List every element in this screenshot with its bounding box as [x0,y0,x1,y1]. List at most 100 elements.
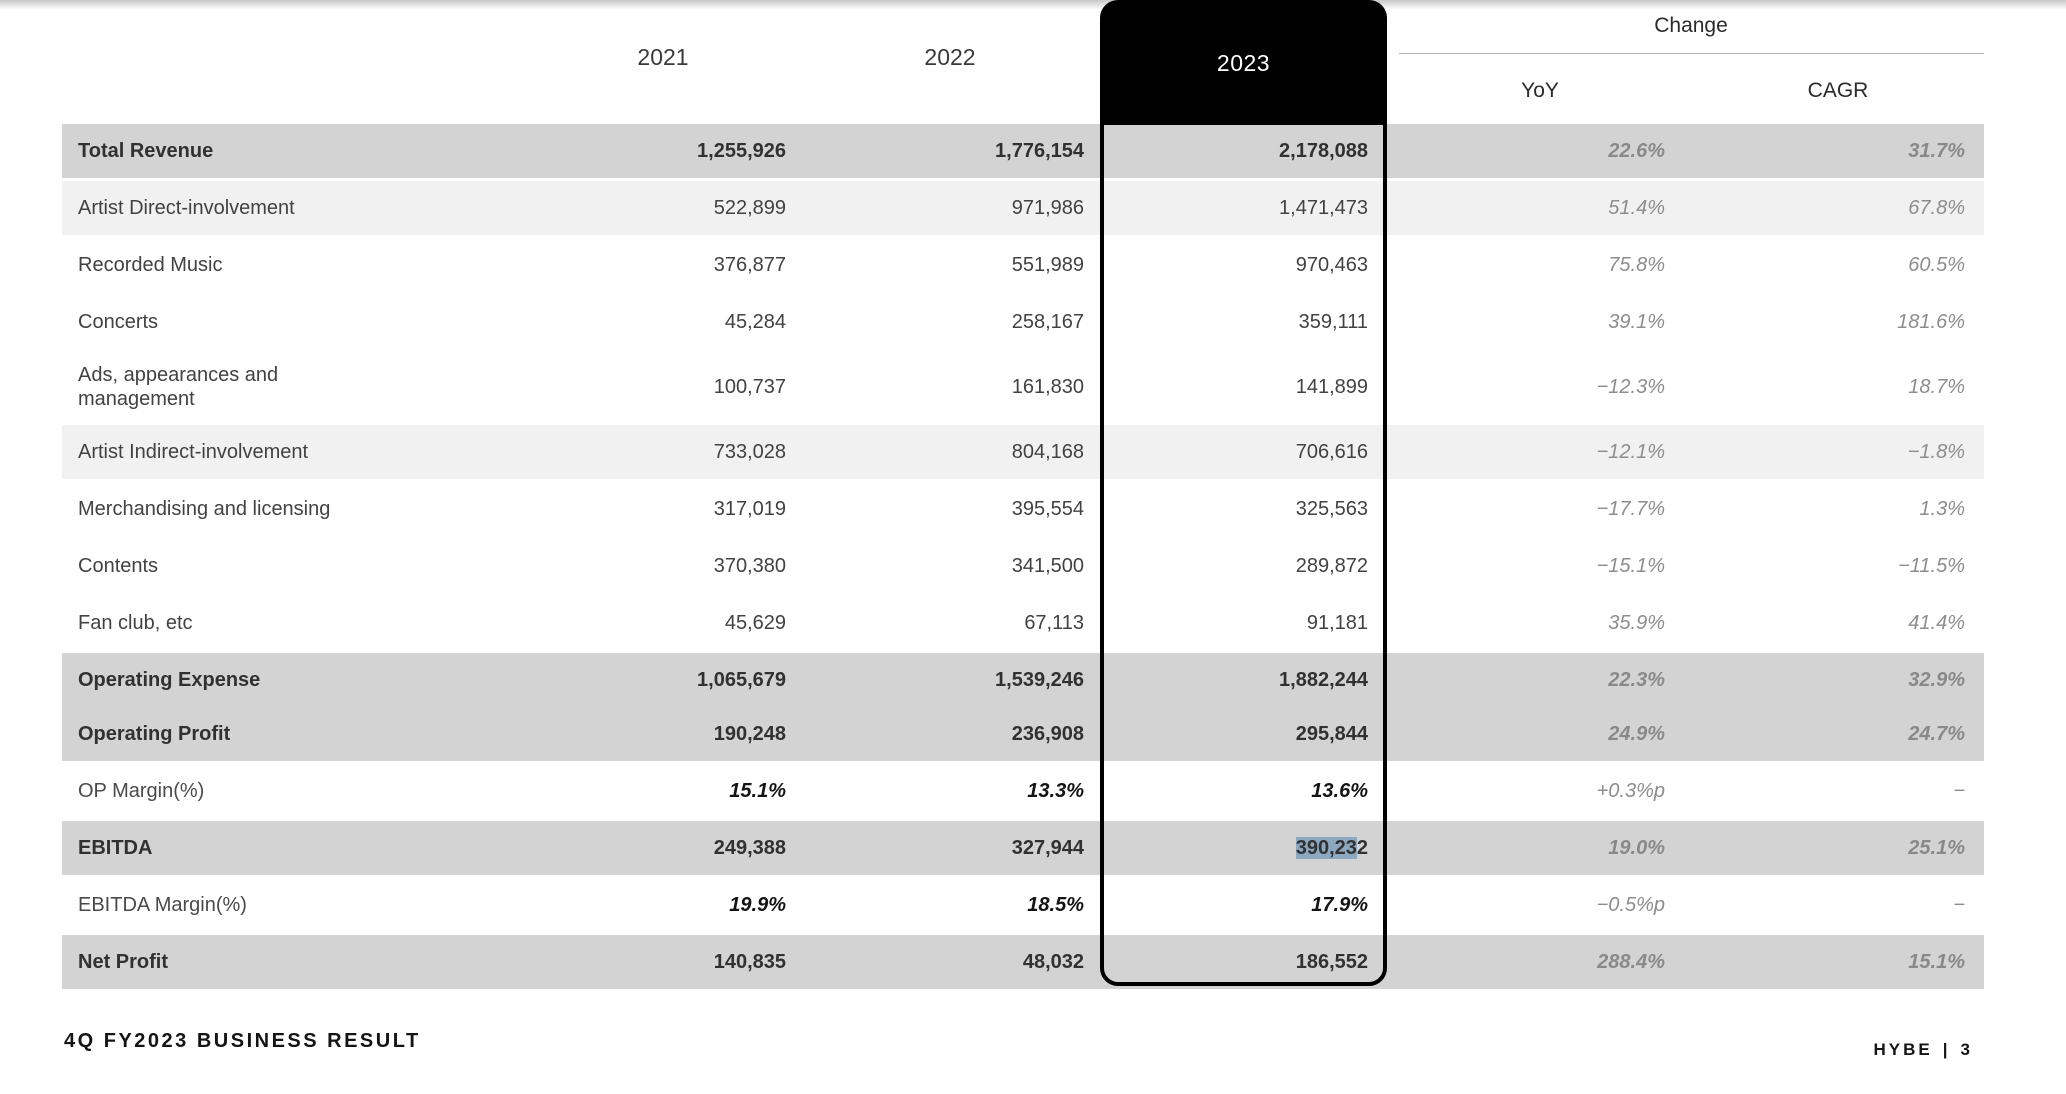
cell-cagr-change: −1.8% [1907,441,1965,463]
cell-cagr-change: 181.6% [1897,311,1965,333]
table-row: Total Revenue 1,255,926 1,776,154 2,178,088… [62,124,1984,178]
cell-2022-value: 971,986 [1011,197,1084,219]
cell-2022-value: 48,032 [1022,951,1084,973]
cell-yoy-change: −12.3% [1596,376,1665,398]
cell-2021-value: 376,877 [713,254,786,276]
table-row: Merchandising and licensing 317,019 395,55… [62,482,1984,536]
table-row: Net Profit 140,835 48,032 186,552 288.4% 15.1… [62,935,1984,989]
table-row: Operating Expense 1,065,679 1,539,246 1,882… [62,653,1984,707]
cell-yoy-change: 288.4% [1597,951,1665,973]
cell-yoy-change: +0.3%p [1596,780,1665,802]
cell-2023-value: 390,232 [1086,836,1390,860]
cell-2021-value: 370,380 [713,555,786,577]
cell-yoy-change: 39.1% [1608,311,1665,333]
cell-2021-value: 1,255,926 [697,140,786,162]
cell-row-label: Recorded Music [78,254,223,276]
cell-2022-value: 258,167 [1011,311,1084,333]
cell-cagr-change: − [1953,894,1965,916]
column-header-yoy: YoY [1521,79,1559,102]
cell-cagr-change: 32.9% [1908,669,1965,691]
table-row: Artist Indirect-involvement 733,028 804,16… [62,425,1984,479]
cell-2023-value: 17.9% [1311,894,1368,916]
cell-2022-value: 236,908 [1011,723,1084,745]
table-row: Fan club, etc 45,629 67,113 91,181 35.9% 41.4… [62,596,1984,650]
cell-2021-value: 249,388 [713,837,786,859]
cell-yoy-change: 24.9% [1608,723,1665,745]
cell-2022-value: 67,113 [1024,612,1084,634]
cell-cagr-change: − [1953,780,1965,802]
cell-yoy-change: −15.1% [1596,555,1665,577]
cell-2022-value: 327,944 [1011,837,1084,859]
table-row: Recorded Music 376,877 551,989 970,463 75.8%… [62,238,1984,292]
footer-separator: | [1942,1040,1951,1059]
cell-row-label: OP Margin(%) [78,780,205,802]
cell-2021-value: 15.1% [729,780,786,802]
cell-2022-value: 18.5% [1027,894,1084,916]
cell-2023-value: 706,616 [1295,441,1368,463]
table-row: Contents 370,380 341,500 289,872 −15.1% −11.5… [62,539,1984,593]
table-row: EBITDA Margin(%) 19.9% 18.5% 17.9% −0.5%p − [62,878,1984,932]
cell-2022-value: 1,776,154 [995,140,1084,162]
change-group-underline [1399,53,1984,54]
column-header-2021: 2021 [637,44,689,70]
cell-2021-value: 45,629 [724,612,786,634]
cell-2022-value: 1,539,246 [995,669,1084,691]
brand-logo-text: HYBE [1873,1040,1933,1059]
cell-yoy-change: −12.1% [1596,441,1665,463]
cell-2021-value: 45,284 [724,311,786,333]
cell-2023-value: 970,463 [1295,254,1368,276]
cell-2023-value: 325,563 [1295,498,1368,520]
column-header-2022: 2022 [924,44,976,70]
cell-row-label: Operating Profit [78,723,231,745]
cell-cagr-change: −11.5% [1898,555,1965,577]
cell-2021-value: 317,019 [713,498,786,520]
cell-2022-value: 13.3% [1027,780,1084,802]
value-text: 2 [1356,837,1368,859]
cell-2021-value: 19.9% [729,894,786,916]
top-edge-shadow [0,0,2066,10]
cell-row-label: Fan club, etc [78,612,193,634]
cell-2022-value: 804,168 [1011,441,1084,463]
column-group-header-change: Change [1654,14,1728,37]
table-row: Ads, appearances and management 100,737 16… [62,352,1984,422]
cell-cagr-change: 25.1% [1908,837,1965,859]
cell-row-label: Concerts [78,311,159,333]
cell-row-label: EBITDA Margin(%) [78,894,247,916]
column-header-2023-box: 2023 [1102,2,1385,125]
cell-cagr-change: 41.4% [1908,612,1965,634]
cell-yoy-change: 51.4% [1608,197,1665,219]
cell-cagr-change: 24.7% [1908,723,1965,745]
cell-2023-value: 1,471,473 [1279,197,1368,219]
cell-2021-value: 1,065,679 [697,669,786,691]
slide-footer-brand-page: HYBE | 3 [1874,1040,1973,1060]
cell-yoy-change: 19.0% [1608,837,1665,859]
cell-cagr-change: 67.8% [1908,197,1965,219]
cell-2021-value: 522,899 [713,197,786,219]
cell-2021-value: 100,737 [713,376,786,398]
column-header-cagr: CAGR [1807,79,1869,102]
cell-row-label: Net Profit [78,951,168,973]
cell-2023-value: 1,882,244 [1279,669,1368,691]
cell-2023-value: 91,181 [1306,612,1368,634]
table-row: Concerts 45,284 258,167 359,111 39.1% 181.6% [62,295,1984,349]
table-row: Operating Profit 190,248 236,908 295,844 24.… [62,707,1984,761]
cell-row-label: Artist Direct-involvement [78,197,295,219]
cell-2022-value: 551,989 [1011,254,1084,276]
cell-row-label: EBITDA [78,837,153,859]
cell-row-label: Ads, appearances and management [78,364,279,410]
cell-row-label: Merchandising and licensing [78,498,331,520]
table-row: EBITDA 249,388 327,944 390,232 19.0% 25.1% [62,821,1984,875]
column-header-2023: 2023 [1216,50,1271,76]
cell-2023-value: 141,899 [1295,376,1368,398]
cell-row-label: Contents [78,555,159,577]
cell-yoy-change: 22.6% [1608,140,1665,162]
cell-2022-value: 161,830 [1011,376,1084,398]
cell-2021-value: 140,835 [713,951,786,973]
cell-row-label: Artist Indirect-involvement [78,441,309,463]
cell-cagr-change: 15.1% [1908,951,1965,973]
cell-cagr-change: 31.7% [1908,140,1965,162]
cell-yoy-change: 75.8% [1608,254,1665,276]
cell-row-label: Total Revenue [78,140,214,162]
cell-yoy-change: −0.5%p [1596,894,1665,916]
cell-2023-value: 2,178,088 [1279,140,1368,162]
